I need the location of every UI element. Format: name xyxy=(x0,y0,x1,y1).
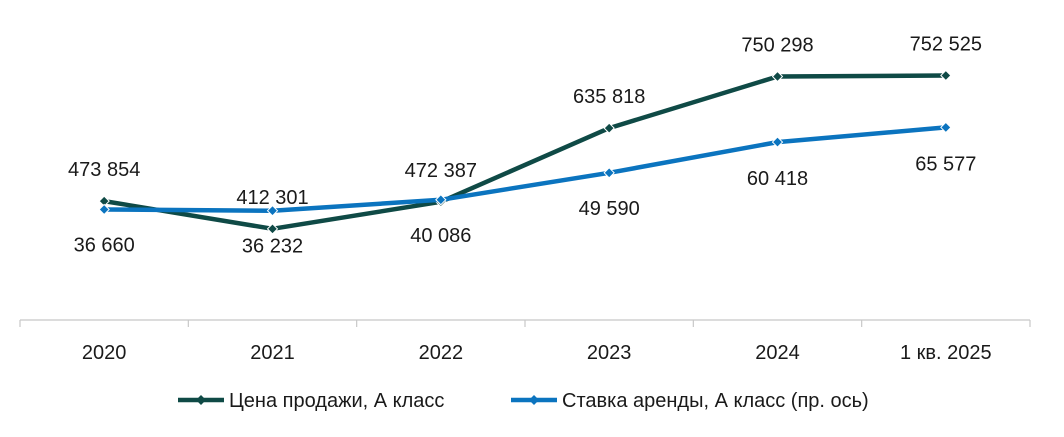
series-line-1 xyxy=(101,73,949,232)
data-label: 36 232 xyxy=(242,236,303,258)
data-label: 60 418 xyxy=(747,168,808,190)
x-tick-label: 2023 xyxy=(587,342,632,364)
data-label: 49 590 xyxy=(579,198,640,220)
plot-area xyxy=(98,69,952,235)
data-label: 473 854 xyxy=(68,159,140,181)
series-1-point xyxy=(771,70,784,83)
data-label: 635 818 xyxy=(573,86,645,108)
data-label: 40 086 xyxy=(410,225,471,247)
x-tick-label: 1 кв. 2025 xyxy=(900,342,992,364)
x-axis: 2020 2021 2022 2023 2024 1 кв. 2025 xyxy=(19,319,1031,364)
series-1-point xyxy=(266,223,279,235)
data-label: 412 301 xyxy=(236,187,308,209)
data-label: 752 525 xyxy=(910,34,982,56)
data-labels: 473 854 412 301 472 387 635 818 750 298 752 5… xyxy=(68,34,982,258)
series-2-point xyxy=(98,203,110,216)
series-2-point xyxy=(940,121,952,134)
series-2-point xyxy=(771,136,784,148)
data-label: 65 577 xyxy=(915,153,976,175)
series-line-2 xyxy=(101,125,949,213)
series-2-point xyxy=(603,167,615,179)
legend-swatch-marker xyxy=(529,395,539,405)
x-tick-label: 2020 xyxy=(82,342,127,364)
legend-label: Ставка аренды, А класс (пр. ось) xyxy=(562,390,869,412)
series-1-point xyxy=(940,69,952,82)
x-tick-label: 2022 xyxy=(419,342,464,364)
data-label: 472 387 xyxy=(405,160,477,182)
series-2-point xyxy=(266,204,279,217)
x-tick-label: 2024 xyxy=(755,342,800,364)
legend-swatch-marker xyxy=(196,395,206,405)
series-1-point xyxy=(603,122,615,134)
x-tick-label: 2021 xyxy=(250,342,295,364)
data-label: 36 660 xyxy=(74,234,135,256)
data-label: 750 298 xyxy=(741,35,813,57)
series-2-point xyxy=(435,194,447,206)
legend-item-2: Ставка аренды, А класс (пр. ось) xyxy=(511,390,869,412)
legend-label: Цена продажи, А класс xyxy=(229,390,444,412)
legend-item-1: Цена продажи, А класс xyxy=(178,390,444,412)
legend: Цена продажи, А класс Ставка аренды, А кл… xyxy=(178,390,869,412)
